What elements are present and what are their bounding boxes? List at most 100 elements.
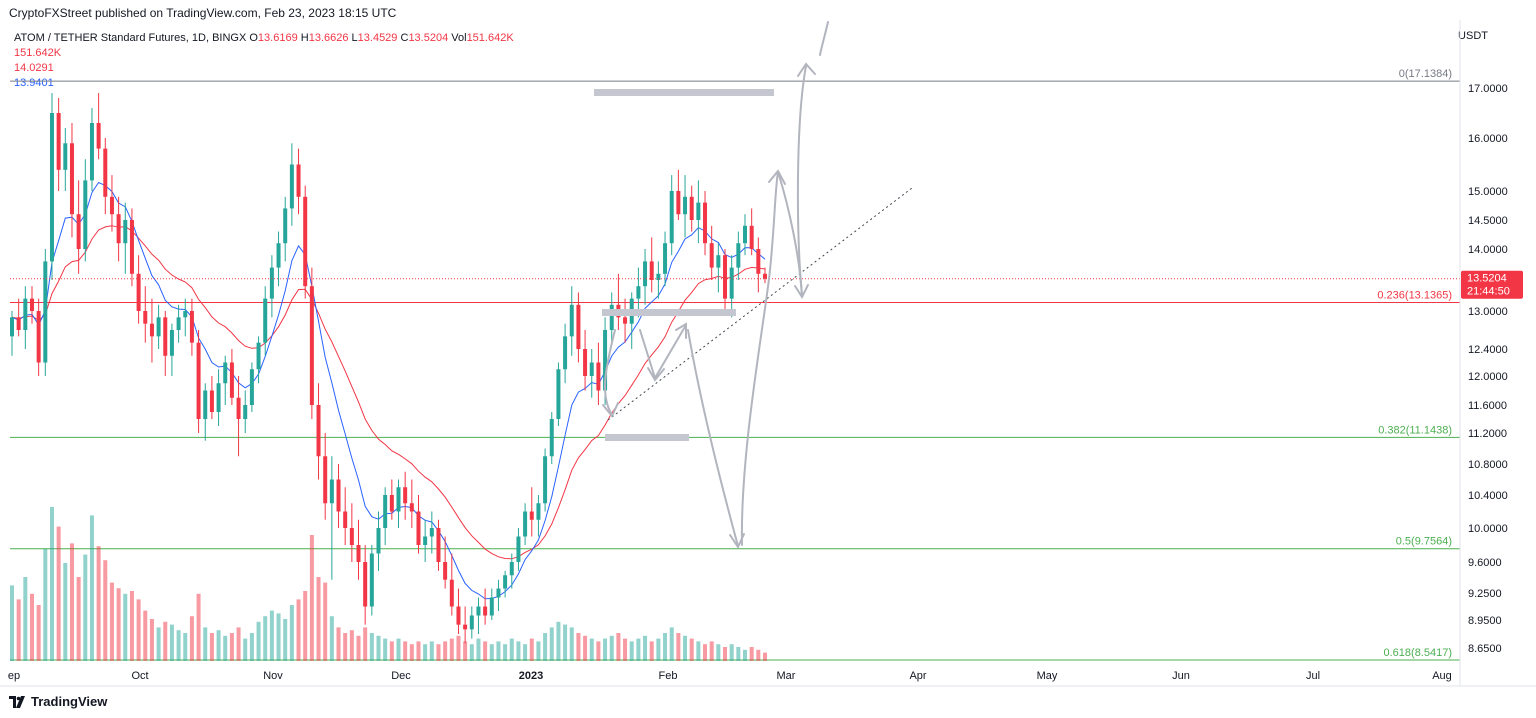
candle-body [49, 113, 54, 262]
ema-slow-value: 14.0291 [14, 62, 54, 74]
candle-body [443, 562, 448, 580]
volume-bar [196, 593, 201, 661]
publisher-caption: CryptoFXStreet published on TradingView.… [9, 6, 397, 20]
x-tick-label: May [1037, 670, 1058, 682]
candle-body [389, 495, 394, 512]
volume-bar [556, 621, 561, 661]
candle-body [83, 180, 88, 249]
volume-bar [149, 619, 154, 661]
candle-body [589, 362, 594, 376]
candle-body [576, 304, 581, 349]
volume-bar [443, 641, 448, 661]
volume-bar [116, 588, 121, 661]
volume-bar [183, 633, 188, 661]
volume-bar [10, 585, 14, 661]
candle-body [696, 202, 701, 220]
volume-bar [296, 599, 301, 661]
x-tick-label: 2023 [519, 670, 543, 682]
tradingview-footer[interactable]: TradingView [9, 694, 107, 709]
candle-body [349, 528, 354, 545]
volume-bar [576, 633, 581, 661]
volume-bar [709, 641, 714, 661]
symbol-name[interactable]: ATOM / TETHER Standard Futures, 1D, BING… [14, 32, 247, 44]
candle-body [603, 330, 608, 391]
arrowhead [647, 367, 665, 382]
candle-body [283, 208, 288, 244]
candle-body [263, 298, 268, 343]
volume-bar [516, 641, 521, 661]
candle-body [749, 225, 754, 249]
last-price-countdown: 21:44:50 [1467, 286, 1510, 298]
volume-bar [616, 633, 621, 661]
close-label: C [400, 32, 409, 44]
candle-body [463, 624, 468, 630]
volume-bar [583, 635, 588, 661]
volume-bar [283, 619, 288, 661]
volume-bar [123, 593, 128, 661]
candle-body [96, 123, 101, 149]
y-tick-label: 14.0000 [1468, 244, 1508, 256]
volume-bar [509, 638, 514, 661]
arrowhead [602, 402, 619, 418]
volume-label: Vol [451, 32, 467, 44]
y-tick-label: 11.2000 [1468, 428, 1507, 440]
chart-legend: ATOM / TETHER Standard Futures, 1D, BING… [14, 31, 514, 91]
volume-bar [409, 644, 414, 661]
y-tick-label: 12.0000 [1468, 371, 1508, 383]
path-arrow-zigzag [639, 324, 687, 381]
volume-bar [596, 641, 601, 661]
candle-body [29, 298, 34, 311]
volume-bar [349, 630, 354, 661]
candle-body [216, 383, 221, 412]
trendline [607, 187, 913, 421]
x-tick-label: Aug [1432, 670, 1452, 682]
path-arrow-continuation [819, 21, 829, 56]
volume-bar [156, 627, 161, 661]
volume-bar [649, 641, 654, 661]
y-tick-label: 11.6000 [1468, 400, 1507, 412]
volume-bar [203, 627, 208, 661]
volume-bar [163, 621, 168, 661]
candle-body [456, 606, 461, 625]
candle-body [69, 143, 74, 215]
volume-bar [329, 616, 334, 661]
candle-body [236, 397, 241, 419]
candle-body [689, 196, 694, 220]
candle-body [369, 553, 374, 607]
candle-body [656, 273, 661, 280]
volume-bar [563, 624, 568, 661]
candle-body [723, 255, 728, 299]
volume-bar [263, 616, 268, 661]
candle-body [43, 261, 48, 363]
volume-bar [729, 644, 734, 661]
open-label: O [249, 32, 258, 44]
high-label: H [300, 32, 309, 44]
volume-bar [109, 582, 114, 661]
volume-bar [536, 641, 541, 661]
volume-bar [569, 627, 574, 661]
volume-bar [529, 638, 534, 661]
candle-body [609, 304, 614, 330]
volume-bar [276, 613, 281, 661]
volume-bar [56, 526, 61, 661]
volume-bar [289, 605, 294, 661]
arrowhead [675, 322, 687, 339]
volume-bar [376, 635, 381, 661]
price-unit-label: USDT [1458, 30, 1488, 42]
volume-bar [16, 599, 21, 661]
x-tick-label: Nov [263, 670, 283, 682]
volume-bar [189, 616, 194, 661]
path-arrow-up-1 [740, 171, 779, 546]
volume-bar [643, 635, 648, 661]
arrowhead [797, 62, 816, 77]
volume-bar [49, 507, 54, 661]
candle-body [649, 261, 654, 280]
candle-body [643, 261, 648, 287]
candle-body [329, 479, 334, 504]
candle-body [676, 191, 681, 215]
volume-bar [389, 641, 394, 661]
path-arrow-up-2 [796, 65, 807, 297]
candle-body [109, 196, 114, 215]
open-value: 13.6169 [257, 32, 298, 44]
